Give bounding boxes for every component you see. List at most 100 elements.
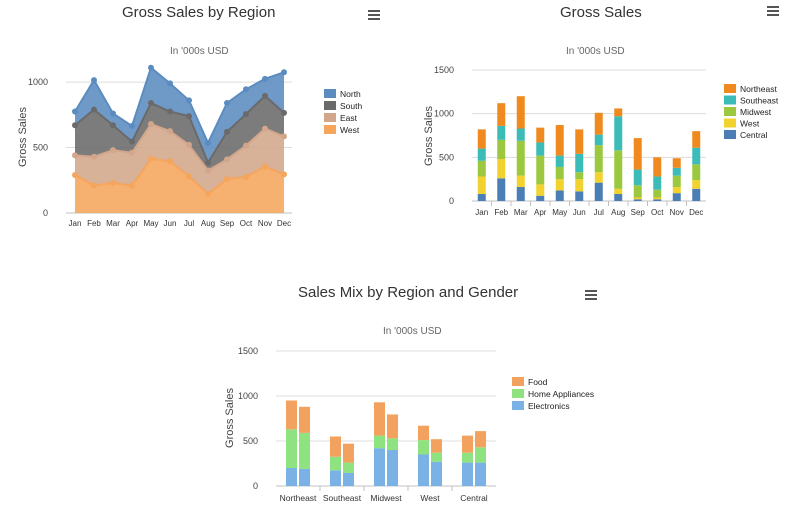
chart-subtitle: In '000s USD bbox=[170, 46, 229, 57]
x-tick-label: Oct bbox=[240, 219, 253, 228]
data-point-south bbox=[262, 92, 268, 99]
x-tick-label: May bbox=[552, 208, 567, 217]
y-tick-label: 1000 bbox=[434, 109, 454, 119]
legend-item: East bbox=[340, 113, 358, 123]
bar-segment-midwest bbox=[536, 155, 545, 185]
bar-segment-food bbox=[343, 443, 354, 463]
data-point-north bbox=[205, 139, 211, 146]
legend-item: North bbox=[340, 89, 361, 99]
data-point-south bbox=[110, 122, 116, 129]
x-tick-label: Jul bbox=[594, 208, 604, 217]
y-axis-label: Gross Sales bbox=[17, 107, 29, 167]
data-point-west bbox=[186, 173, 192, 180]
data-point-east bbox=[262, 125, 268, 132]
bar-segment-northeast bbox=[614, 108, 623, 117]
bar-segment-west bbox=[594, 172, 603, 183]
legend-swatch bbox=[512, 389, 524, 398]
bar-segment-central bbox=[516, 187, 525, 201]
area-line-east bbox=[74, 122, 285, 172]
legend-swatch bbox=[512, 401, 524, 410]
bar-segment-central bbox=[692, 188, 701, 201]
bar-segment-west bbox=[653, 197, 662, 200]
data-point-north bbox=[224, 100, 230, 107]
y-tick-label: 500 bbox=[243, 436, 258, 446]
bar-segment-home-appliances bbox=[286, 429, 297, 468]
x-tick-label: Mar bbox=[106, 219, 120, 228]
data-point-north bbox=[243, 86, 249, 93]
y-tick-label: 500 bbox=[33, 143, 48, 153]
x-tick-label: Feb bbox=[87, 219, 101, 228]
x-tick-label: Apr bbox=[534, 208, 547, 217]
data-point-south bbox=[72, 122, 78, 129]
legend-item: South bbox=[340, 101, 362, 111]
bar-segment-midwest bbox=[516, 140, 525, 176]
x-tick-label: Jan bbox=[69, 219, 82, 228]
bar-segment-midwest bbox=[575, 172, 584, 180]
bar-segment-west bbox=[575, 179, 584, 192]
data-point-north bbox=[110, 110, 116, 117]
legend-swatch bbox=[724, 118, 736, 128]
data-point-north bbox=[281, 69, 287, 76]
data-point-east bbox=[129, 149, 135, 156]
data-point-east bbox=[148, 120, 154, 127]
bar-segment-electronics bbox=[286, 468, 297, 486]
x-tick-label: West bbox=[420, 493, 440, 503]
bar-segment-central bbox=[536, 195, 545, 201]
data-point-south bbox=[205, 159, 211, 166]
legend-item: Midwest bbox=[740, 107, 772, 117]
bar-segment-midwest bbox=[594, 145, 603, 173]
data-point-south bbox=[148, 100, 154, 107]
chart-subtitle: In '000s USD bbox=[566, 46, 625, 57]
bar-segment-midwest bbox=[672, 175, 681, 188]
legend-swatch bbox=[724, 95, 736, 105]
bar-segment-electronics bbox=[387, 450, 398, 486]
bar-segment-food bbox=[286, 400, 297, 430]
hamburger-menu-icon[interactable] bbox=[767, 6, 779, 16]
data-point-south bbox=[129, 138, 135, 145]
area-east bbox=[75, 123, 284, 195]
bar-segment-southeast bbox=[692, 147, 701, 165]
legend-item: Home Appliances bbox=[528, 389, 594, 399]
bar-segment-west bbox=[497, 159, 506, 179]
x-tick-label: Sep bbox=[220, 219, 235, 228]
bar-segment-central bbox=[672, 193, 681, 201]
bar-segment-northeast bbox=[672, 158, 681, 168]
bar-segment-midwest bbox=[692, 164, 701, 181]
chart-subtitle: In '000s USD bbox=[383, 326, 442, 337]
bar-segment-central bbox=[497, 178, 506, 201]
bar-segment-west bbox=[536, 184, 545, 196]
bar-segment-midwest bbox=[614, 150, 623, 189]
data-point-north bbox=[262, 75, 268, 82]
y-axis-label: Gross Sales bbox=[224, 388, 236, 448]
bar-segment-home-appliances bbox=[299, 432, 310, 469]
legend-item: West bbox=[740, 119, 760, 129]
stacked-bar-chart: 0 500 1000 1500 Gross Sales Jan Feb Mar Apr May Ju… bbox=[423, 65, 779, 217]
bar-segment-northeast bbox=[594, 112, 603, 135]
bar-segment-food bbox=[475, 431, 486, 448]
area-line-south bbox=[74, 94, 285, 165]
data-point-east bbox=[186, 141, 192, 148]
area-chart: 0 500 1000 Gross Sales Jan Feb Mar Apr May Jun Jul… bbox=[17, 64, 362, 228]
bar-segment-central bbox=[633, 199, 642, 201]
bar-segment-southeast bbox=[672, 167, 681, 176]
x-tick-label: Jun bbox=[573, 208, 586, 217]
data-point-north bbox=[129, 122, 135, 129]
bar-segment-electronics bbox=[343, 472, 354, 486]
bar-segment-west bbox=[633, 197, 642, 200]
legend-swatch bbox=[724, 84, 736, 93]
data-point-west bbox=[129, 182, 135, 189]
data-point-east bbox=[91, 153, 97, 160]
hamburger-menu-icon[interactable] bbox=[368, 10, 380, 20]
bar-segment-northeast bbox=[575, 129, 584, 154]
y-tick-label: 1500 bbox=[238, 346, 258, 356]
area-line-west bbox=[74, 157, 285, 196]
legend-swatch bbox=[512, 377, 524, 386]
legend-item: Electronics bbox=[528, 401, 570, 411]
hamburger-menu-icon[interactable] bbox=[585, 290, 597, 300]
bar-segment-central bbox=[653, 199, 662, 201]
bar-segment-electronics bbox=[330, 470, 341, 486]
bar-segment-southeast bbox=[594, 134, 603, 146]
data-point-west bbox=[91, 182, 97, 189]
bar-segment-home-appliances bbox=[418, 440, 429, 455]
